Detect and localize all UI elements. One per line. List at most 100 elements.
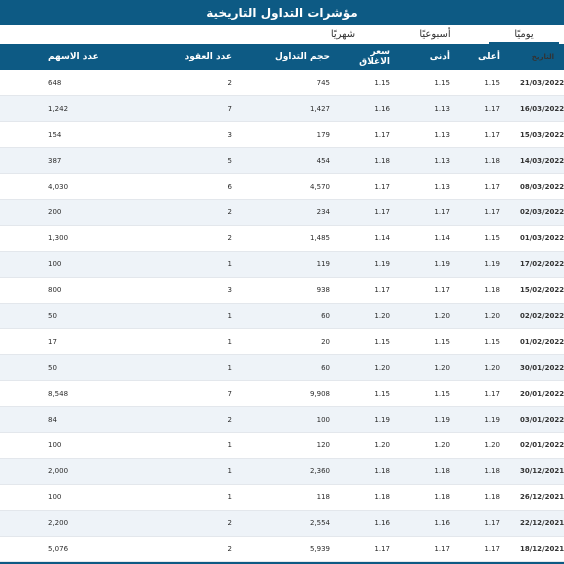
volume-cell: 60 <box>242 303 340 330</box>
shares-cell: 84 <box>0 406 110 433</box>
contracts-cell: 1 <box>110 303 242 330</box>
volume-cell: 179 <box>242 121 340 149</box>
volume-cell: 20 <box>242 328 340 356</box>
table-row: 2,000 1 2,360 1.18 1.18 1.18 30/12/2021 <box>0 458 564 485</box>
shares-cell: 2,200 <box>0 510 110 537</box>
close-cell: 1.16 <box>340 95 400 123</box>
high-cell: 1.17 <box>460 536 510 563</box>
col-contracts-header[interactable]: عدد العقود <box>184 52 232 62</box>
close-cell: 1.17 <box>340 121 400 149</box>
volume-cell: 1,427 <box>242 95 340 123</box>
high-cell: 1.18 <box>460 458 510 485</box>
page-title-text: مؤشرات التداول التاريخية <box>206 5 358 20</box>
shares-cell: 4,030 <box>0 173 110 200</box>
table-row: 8,548 7 9,908 1.15 1.15 1.17 20/01/2022 <box>0 380 564 408</box>
shares-cell: 100 <box>0 484 110 511</box>
high-cell: 1.15 <box>460 225 510 252</box>
contracts-cell: 1 <box>110 251 242 278</box>
shares-cell: 1,300 <box>0 225 110 252</box>
date-cell: 01/02/2022 <box>510 328 564 356</box>
low-cell: 1.17 <box>400 199 460 226</box>
volume-cell: 938 <box>242 277 340 304</box>
tab-monthly[interactable]: شهريًا <box>330 29 356 40</box>
table-row: 100 1 120 1.20 1.20 1.20 02/01/2022 <box>0 432 564 459</box>
contracts-cell: 2 <box>110 406 242 433</box>
shares-cell: 50 <box>0 354 110 382</box>
high-cell: 1.20 <box>460 303 510 330</box>
col-shares-header[interactable]: عدد الاسهم <box>48 52 99 62</box>
shares-cell: 17 <box>0 328 110 356</box>
date-cell: 03/01/2022 <box>510 406 564 433</box>
date-cell: 01/03/2022 <box>510 225 564 252</box>
shares-cell: 100 <box>0 432 110 459</box>
contracts-cell: 2 <box>110 199 242 226</box>
volume-cell: 2,360 <box>242 458 340 485</box>
date-cell: 02/03/2022 <box>510 199 564 226</box>
table-row: 1,300 2 1,485 1.14 1.14 1.15 01/03/2022 <box>0 225 564 252</box>
date-cell: 14/03/2022 <box>510 147 564 175</box>
high-cell: 1.18 <box>460 277 510 304</box>
col-volume-header[interactable]: حجم التداول <box>275 52 330 62</box>
shares-cell: 200 <box>0 199 110 226</box>
contracts-cell: 7 <box>110 380 242 408</box>
low-cell: 1.13 <box>400 95 460 123</box>
date-cell: 16/03/2022 <box>510 95 564 123</box>
col-low-header[interactable]: أدنى <box>429 52 450 62</box>
high-cell: 1.17 <box>460 510 510 537</box>
close-cell: 1.17 <box>340 536 400 563</box>
contracts-cell: 1 <box>110 484 242 511</box>
col-close-header[interactable]: سعر الاغلاق <box>359 47 390 67</box>
table-row: 800 3 938 1.17 1.17 1.18 15/02/2022 <box>0 277 564 304</box>
volume-cell: 745 <box>242 70 340 97</box>
low-cell: 1.20 <box>400 354 460 382</box>
high-cell: 1.18 <box>460 147 510 175</box>
table-row: 100 1 119 1.19 1.19 1.19 17/02/2022 <box>0 251 564 278</box>
close-cell: 1.17 <box>340 199 400 226</box>
volume-cell: 4,570 <box>242 173 340 200</box>
trading-history-table: عدد الاسهم عدد العقود حجم التداول سعر ال… <box>0 44 564 563</box>
close-cell: 1.18 <box>340 147 400 175</box>
table-row: 50 1 60 1.20 1.20 1.20 30/01/2022 <box>0 354 564 382</box>
contracts-cell: 1 <box>110 328 242 356</box>
contracts-cell: 2 <box>110 536 242 563</box>
shares-cell: 5,076 <box>0 536 110 563</box>
close-cell: 1.17 <box>340 277 400 304</box>
col-date-header[interactable]: التاريخ <box>531 53 554 61</box>
table-row: 50 1 60 1.20 1.20 1.20 02/02/2022 <box>0 303 564 330</box>
volume-cell: 2,554 <box>242 510 340 537</box>
close-cell: 1.20 <box>340 432 400 459</box>
low-cell: 1.15 <box>400 380 460 408</box>
contracts-cell: 1 <box>110 458 242 485</box>
shares-cell: 50 <box>0 303 110 330</box>
shares-cell: 387 <box>0 147 110 175</box>
date-cell: 21/03/2022 <box>510 70 564 97</box>
shares-cell: 2,000 <box>0 458 110 485</box>
low-cell: 1.13 <box>400 173 460 200</box>
low-cell: 1.18 <box>400 484 460 511</box>
table-row: 5,076 2 5,939 1.17 1.17 1.17 18/12/2021 <box>0 536 564 563</box>
low-cell: 1.17 <box>400 277 460 304</box>
date-cell: 15/03/2022 <box>510 121 564 149</box>
low-cell: 1.17 <box>400 536 460 563</box>
table-header-row: عدد الاسهم عدد العقود حجم التداول سعر ال… <box>0 44 564 70</box>
contracts-cell: 2 <box>110 225 242 252</box>
volume-cell: 118 <box>242 484 340 511</box>
tab-weekly[interactable]: أسبوعيًا <box>419 29 451 40</box>
volume-cell: 120 <box>242 432 340 459</box>
date-cell: 20/01/2022 <box>510 380 564 408</box>
low-cell: 1.13 <box>400 147 460 175</box>
date-cell: 26/12/2021 <box>510 484 564 511</box>
low-cell: 1.20 <box>400 303 460 330</box>
contracts-cell: 7 <box>110 95 242 123</box>
high-cell: 1.17 <box>460 95 510 123</box>
contracts-cell: 1 <box>110 432 242 459</box>
volume-cell: 234 <box>242 199 340 226</box>
volume-cell: 119 <box>242 251 340 278</box>
tab-daily[interactable]: يوميًا <box>489 29 559 44</box>
date-cell: 02/02/2022 <box>510 303 564 330</box>
contracts-cell: 2 <box>110 510 242 537</box>
table-row: 4,030 6 4,570 1.17 1.13 1.17 08/03/2022 <box>0 173 564 200</box>
table-row: 1,242 7 1,427 1.16 1.13 1.17 16/03/2022 <box>0 95 564 123</box>
col-high-header[interactable]: أعلى <box>477 52 500 62</box>
low-cell: 1.19 <box>400 406 460 433</box>
